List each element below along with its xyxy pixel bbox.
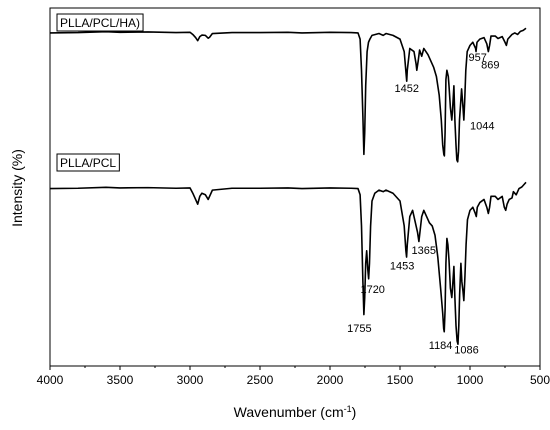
- peak-label-869: 869: [481, 60, 499, 72]
- peak-label-1720: 1720: [360, 284, 384, 296]
- x-tick-label-2: 3000: [177, 373, 204, 387]
- series-labels: PLLA/PCL/HA) PLLA/PCL: [56, 13, 144, 172]
- x-tick-label-5: 1500: [387, 373, 414, 387]
- series-label-box-0: [56, 13, 144, 32]
- series-label-box-1: [56, 153, 120, 172]
- x-axis-title-sup: -1: [344, 404, 352, 414]
- peak-label-1452: 1452: [394, 83, 418, 95]
- peak-label-1755: 1755: [347, 323, 371, 335]
- x-tick-label-0: 4000: [37, 373, 64, 387]
- y-axis-title: Intensity (%): [9, 149, 25, 227]
- x-tick-label-4: 2000: [317, 373, 344, 387]
- x-tick-label-1: 3500: [107, 373, 134, 387]
- x-tick-label-7: 500: [530, 373, 550, 387]
- x-ticks: 4000 3500 3000 2500 2000 1500 1000 500: [37, 366, 550, 387]
- x-tick-label-6: 1000: [457, 373, 484, 387]
- x-tick-label-3: 2500: [247, 373, 274, 387]
- series-lines: [49, 27, 527, 346]
- peak-label-1086: 1086: [454, 345, 478, 357]
- peak-label-1044: 1044: [470, 120, 494, 132]
- peak-label-1365: 1365: [412, 245, 436, 257]
- x-axis-title: Wavenumber (cm-1): [234, 404, 357, 420]
- series-line-0: [49, 27, 527, 163]
- series-label-0: PLLA/PCL/HA): [60, 16, 140, 30]
- x-axis-title-main: Wavenumber (cm: [234, 404, 344, 420]
- series-label-1: PLLA/PCL: [60, 156, 116, 170]
- x-axis-title-end: ): [352, 404, 357, 420]
- peak-label-1184: 1184: [429, 340, 453, 352]
- series-line-1: [49, 181, 527, 346]
- peak-label-1453: 1453: [390, 260, 414, 272]
- peak-label-957: 957: [469, 52, 487, 64]
